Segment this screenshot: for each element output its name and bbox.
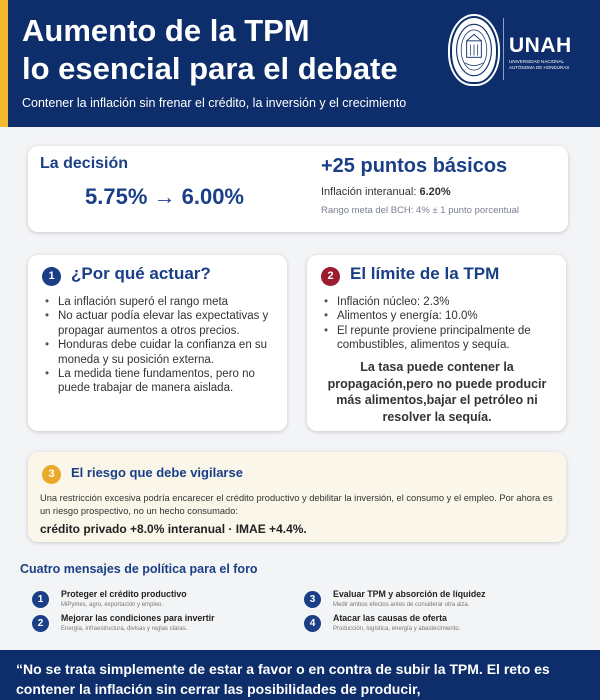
header-divider xyxy=(503,18,504,80)
list-item: El repunte proviene principalmente de co… xyxy=(321,324,556,353)
list-item: La inflación superó el rango meta xyxy=(42,295,277,310)
why-title: ¿Por qué actuar? xyxy=(71,264,211,283)
page-title: Aumento de la TPM lo esencial para el de… xyxy=(22,12,398,88)
risk-stats: crédito privado +8.0% interanual · IMAE … xyxy=(40,522,307,536)
footer-quote: “No se trata simplemente de estar a favo… xyxy=(16,661,550,697)
title-line-2: lo esencial para el debate xyxy=(22,51,398,86)
message-desc: Energía, infraestructura, divisas y regl… xyxy=(61,626,188,632)
message-desc: MiPymes, agro, exportación y empleo. xyxy=(61,602,164,608)
section-number-badge: 2 xyxy=(321,267,340,286)
unah-logo: UNAH xyxy=(509,34,572,57)
messages-title: Cuatro mensajes de política para el foro xyxy=(20,562,258,576)
decision-label: La decisión xyxy=(40,155,129,172)
list-item: Inflación núcleo: 2.3% xyxy=(321,295,556,310)
list-item: Alimentos y energía: 10.0% xyxy=(321,309,556,324)
why-act-card: 1 ¿Por qué actuar? La inflación superó e… xyxy=(28,255,287,431)
message-item: 4 Atacar las causas de oferta Producción… xyxy=(304,612,559,640)
limit-title: El límite de la TPM xyxy=(350,264,500,283)
tpm-limit-card: 2 El límite de la TPM Inflación núcleo: … xyxy=(307,255,566,431)
footer-quote-banner: “No se trata simplemente de estar a favo… xyxy=(0,650,600,700)
decision-card: La decisión 5.75% → 6.00% +25 puntos bás… xyxy=(28,146,568,232)
message-desc: Producción, logística, energía y abastec… xyxy=(333,626,461,632)
message-number-badge: 4 xyxy=(304,615,321,632)
title-line-1: Aumento de la TPM xyxy=(22,13,310,48)
message-desc: Medir ambos efectos antes de considerar … xyxy=(333,602,470,608)
limit-note: La tasa puede contener la propagación,pe… xyxy=(327,360,547,424)
message-number-badge: 3 xyxy=(304,591,321,608)
basis-points: +25 puntos básicos xyxy=(321,155,508,177)
risk-text: Una restricción excesiva podría encarece… xyxy=(40,493,553,516)
message-item: 1 Proteger el crédito productivo MiPymes… xyxy=(32,588,287,616)
unah-logo-subtitle: UNIVERSIDAD NACIONAL AUTÓNOMA DE HONDURA… xyxy=(509,59,570,70)
inflation-value: 6.20% xyxy=(419,186,451,198)
section-number-badge: 3 xyxy=(42,465,61,484)
header-accent-bar xyxy=(0,0,8,127)
message-item: 2 Mejorar las condiciones para invertir … xyxy=(32,612,287,640)
message-title: Mejorar las condiciones para invertir xyxy=(61,613,215,623)
rate-change: 5.75% → 6.00% xyxy=(85,184,244,209)
why-bullet-list: La inflación superó el rango meta No act… xyxy=(42,295,277,396)
message-number-badge: 1 xyxy=(32,591,49,608)
limit-bullet-list: Inflación núcleo: 2.3% Alimentos y energ… xyxy=(321,295,556,353)
inflation-line: Inflación interanual: 6.20% xyxy=(321,186,451,198)
message-title: Atacar las causas de oferta xyxy=(333,613,447,623)
list-item: La medida tiene fundamentos, pero no pue… xyxy=(42,367,277,396)
header: Aumento de la TPM lo esencial para el de… xyxy=(0,0,600,127)
list-item: Honduras debe cuidar la confianza en su … xyxy=(42,338,277,367)
message-number-badge: 2 xyxy=(32,615,49,632)
risk-card: 3 El riesgo que debe vigilarse Una restr… xyxy=(28,452,566,542)
risk-title: El riesgo que debe vigilarse xyxy=(71,465,243,480)
target-range: Rango meta del BCH: 4% ± 1 punto porcent… xyxy=(321,205,519,216)
message-item: 3 Evaluar TPM y absorción de liquidez Me… xyxy=(304,588,559,616)
section-number-badge: 1 xyxy=(42,267,61,286)
list-item: No actuar podía elevar las expectativas … xyxy=(42,309,277,338)
page-subtitle: Contener la inflación sin frenar el créd… xyxy=(22,96,407,110)
message-title: Proteger el crédito productivo xyxy=(61,589,187,599)
inflation-label: Inflación interanual: xyxy=(321,186,420,198)
message-title: Evaluar TPM y absorción de liquidez xyxy=(333,589,486,599)
university-seal-icon xyxy=(450,16,498,84)
